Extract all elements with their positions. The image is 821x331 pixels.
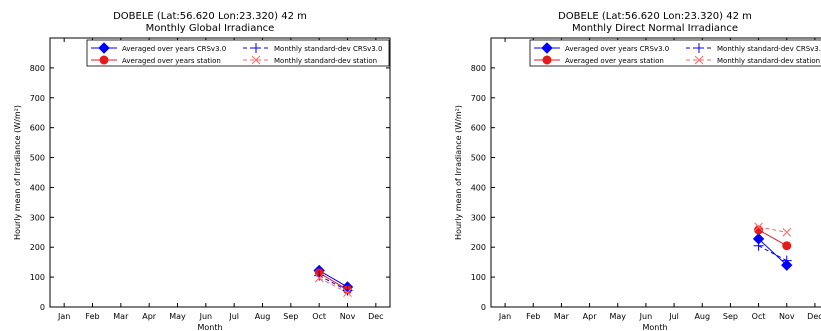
series-line [318, 275, 348, 292]
data-point [753, 240, 764, 251]
x-tick-label: Dec [368, 312, 383, 321]
y-tick-label: 700 [471, 94, 486, 103]
chart-title: DOBELE (Lat:56.620 Lon:23.320) 42 m [558, 11, 752, 22]
legend-marker [251, 55, 261, 65]
legend-marker [251, 43, 261, 53]
x-tick-label: Apr [142, 312, 157, 321]
data-point [782, 227, 792, 237]
x-tick-label: Jul [668, 312, 679, 321]
y-axis-label: Hourly mean of Irradiance (W/m²) [13, 105, 22, 240]
x-tick-label: Jan [57, 312, 70, 321]
legend: Averaged over years CRSv3.0 Averaged over… [86, 39, 390, 67]
y-tick-label: 200 [471, 243, 486, 252]
x-tick-label: Mar [113, 312, 129, 321]
y-tick-label: 100 [471, 273, 486, 282]
x-axis-label: Month [642, 323, 667, 331]
y-tick-label: 0 [481, 303, 486, 312]
x-tick-label: Jun [199, 312, 213, 321]
legend-marker [98, 42, 110, 54]
legend-label: Averaged over years station [122, 57, 221, 65]
data-point [343, 288, 352, 298]
legend-box [86, 39, 390, 67]
legend: Averaged over years CRSv3.0 Averaged over… [529, 39, 821, 67]
x-tick-label: Aug [694, 312, 710, 321]
chart-panel-1: DOBELE (Lat:56.620 Lon:23.320) 42 mMonth… [13, 11, 391, 331]
chart-subtitle: Monthly Global Irradiance [146, 23, 275, 34]
series-line [758, 245, 787, 262]
x-tick-label: May [609, 312, 626, 321]
x-tick-label: Sep [283, 312, 298, 321]
y-tick-label: 800 [471, 64, 486, 73]
legend-label: Monthly standard-dev CRSv3.0 [274, 45, 382, 53]
plot-frame [490, 37, 821, 308]
y-tick-label: 300 [30, 213, 45, 222]
x-tick-label: Aug [255, 312, 271, 321]
legend-label: Averaged over years CRSv3.0 [565, 45, 669, 53]
legend-label: Averaged over years station [565, 57, 664, 65]
y-tick-label: 500 [471, 154, 486, 163]
x-tick-label: Jan [498, 312, 511, 321]
data-point [782, 241, 792, 251]
legend-marker [541, 42, 553, 54]
data-point [342, 285, 353, 296]
y-tick-label: 200 [30, 243, 45, 252]
legend-box [529, 39, 821, 67]
series-3 [314, 270, 353, 296]
chart-subtitle: Monthly Direct Normal Irradiance [572, 23, 738, 34]
data-point [754, 225, 764, 235]
series-line [318, 270, 348, 288]
legend-marker [694, 55, 704, 65]
series-4 [754, 222, 792, 237]
series-line [758, 226, 787, 233]
y-tick-label: 600 [30, 124, 45, 133]
x-tick-label: Feb [85, 312, 99, 321]
x-axis-label: Month [197, 323, 222, 331]
legend-marker [99, 55, 109, 65]
series-line [758, 229, 787, 247]
legend-label: Monthly standard-dev station [274, 57, 377, 65]
x-tick-label: Feb [526, 312, 540, 321]
legend-label: Monthly standard-dev station [717, 57, 820, 65]
legend-marker [542, 55, 552, 65]
legend-label: Averaged over years CRSv3.0 [122, 45, 226, 53]
legend-marker [694, 43, 704, 53]
x-tick-label: Nov [340, 312, 356, 321]
x-tick-label: Oct [312, 312, 326, 321]
series-line [318, 277, 348, 294]
y-tick-label: 400 [471, 183, 486, 192]
data-point [781, 255, 792, 266]
series-4 [314, 273, 352, 298]
y-tick-label: 800 [30, 64, 45, 73]
series-1 [752, 233, 793, 271]
y-tick-label: 600 [471, 124, 486, 133]
y-tick-label: 300 [471, 213, 486, 222]
x-tick-label: Dec [807, 312, 821, 321]
y-tick-label: 400 [30, 183, 45, 192]
plot-frame [49, 37, 391, 308]
chart-panel-2: DOBELE (Lat:56.620 Lon:23.320) 42 mMonth… [454, 11, 821, 331]
x-tick-label: May [169, 312, 186, 321]
y-tick-label: 500 [30, 154, 45, 163]
x-tick-label: Jun [639, 312, 653, 321]
y-tick-label: 0 [40, 303, 45, 312]
x-tick-label: Oct [752, 312, 766, 321]
data-point [314, 270, 325, 281]
y-axis-label: Hourly mean of Irradiance (W/m²) [454, 105, 463, 240]
chart-title: DOBELE (Lat:56.620 Lon:23.320) 42 m [113, 11, 307, 22]
y-tick-label: 700 [30, 94, 45, 103]
x-tick-label: Mar [554, 312, 570, 321]
data-point [754, 222, 763, 232]
series-3 [753, 240, 792, 266]
series-2 [754, 225, 792, 251]
x-tick-label: Nov [779, 312, 795, 321]
x-tick-label: Apr [583, 312, 598, 321]
y-tick-label: 100 [30, 273, 45, 282]
x-tick-label: Sep [723, 312, 738, 321]
x-tick-label: Jul [228, 312, 239, 321]
data-point [314, 273, 324, 283]
legend-label: Monthly standard-dev CRSv3.0 [717, 45, 821, 53]
